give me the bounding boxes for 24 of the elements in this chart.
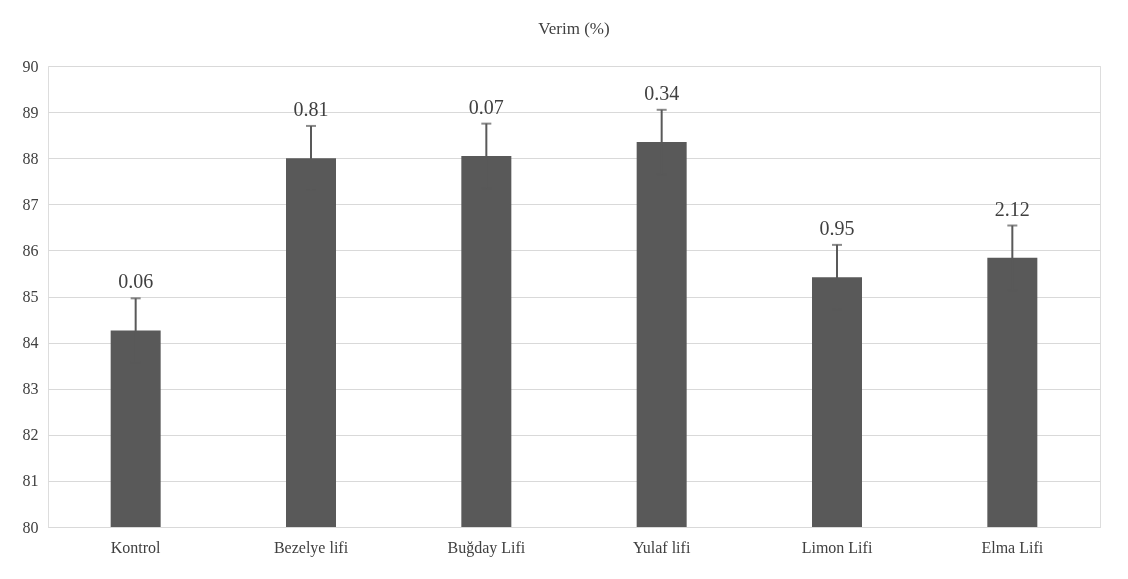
y-tick-label: 89 xyxy=(22,103,39,121)
y-tick-label: 80 xyxy=(22,518,39,536)
y-tick-label: 81 xyxy=(22,472,39,490)
y-tick-label: 84 xyxy=(22,334,39,352)
x-tick-label: Bezelye lifi xyxy=(273,538,349,557)
x-tick-label: Kontrol xyxy=(110,538,162,556)
annotation: 0.34 xyxy=(644,81,680,104)
y-tick-label: 88 xyxy=(22,149,39,167)
y-tick-label: 86 xyxy=(22,241,39,259)
x-tick-label: Elma Lifi xyxy=(981,538,1044,556)
x-tick-label: Buğday Lifi xyxy=(447,538,526,557)
chart-title: Verim (%) xyxy=(538,19,610,38)
y-tick-label: 87 xyxy=(22,195,39,213)
annotation: 0.95 xyxy=(819,216,855,239)
annotation: 0.06 xyxy=(118,270,154,293)
annotation: 0.07 xyxy=(468,95,504,118)
y-tick-label: 85 xyxy=(22,288,39,305)
x-tick-label: Limon Lifi xyxy=(801,538,873,556)
annotation: 2.12 xyxy=(994,197,1030,220)
y-tick-label: 90 xyxy=(22,57,39,75)
x-tick-label: Yulaf lifi xyxy=(633,538,691,556)
annotation: 0.81 xyxy=(293,97,329,120)
y-tick-label: 83 xyxy=(22,380,39,398)
y-tick-label: 82 xyxy=(22,426,39,444)
